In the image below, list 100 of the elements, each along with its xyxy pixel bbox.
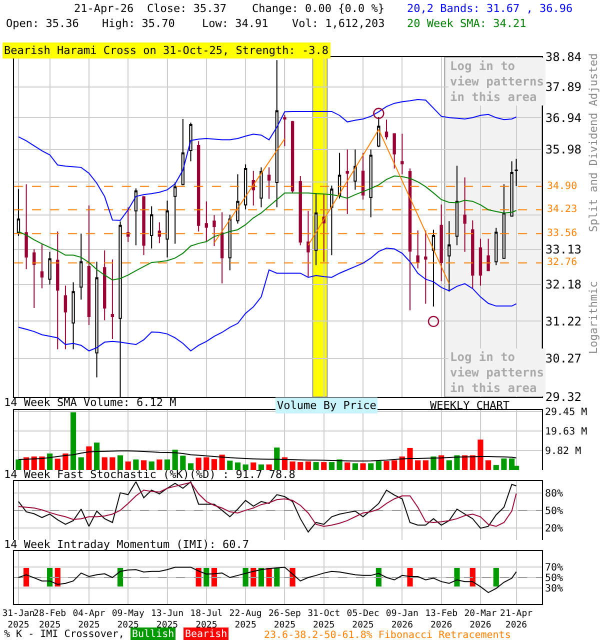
bar bbox=[219, 454, 225, 470]
line-series bbox=[18, 566, 517, 594]
bar bbox=[16, 459, 22, 470]
y-tick-label: 19.63 M bbox=[545, 426, 588, 438]
x-tick-label: 13-Jun 2025 bbox=[150, 608, 184, 630]
candlestick bbox=[346, 148, 349, 215]
candlestick bbox=[322, 193, 326, 262]
x-tick-label: 09-May 2025 bbox=[112, 608, 145, 630]
text: Open: 35.36 bbox=[6, 17, 79, 30]
candlestick bbox=[228, 214, 232, 271]
bar bbox=[376, 461, 382, 470]
candlestick bbox=[440, 204, 443, 282]
candlestick bbox=[275, 60, 278, 208]
x-tick-label: 18-Jul 2025 bbox=[190, 608, 223, 630]
bar bbox=[446, 460, 452, 470]
bar bbox=[486, 460, 492, 470]
candlestick bbox=[196, 140, 200, 232]
candlestick bbox=[478, 238, 482, 286]
bar bbox=[39, 456, 45, 470]
candlestick bbox=[361, 152, 365, 200]
bar bbox=[242, 464, 248, 470]
line-series bbox=[18, 248, 517, 352]
y-tick-label: 70% bbox=[545, 562, 564, 574]
bar bbox=[140, 460, 147, 470]
x-tick-label: 31-Oct 2025 bbox=[308, 608, 340, 630]
bar bbox=[493, 465, 499, 470]
bar bbox=[234, 462, 241, 470]
bar bbox=[156, 459, 162, 470]
bar bbox=[470, 455, 476, 470]
candlestick bbox=[377, 116, 380, 148]
y-axis-title: Split and Dividend Adjusted bbox=[587, 53, 600, 232]
bar bbox=[313, 462, 319, 470]
x-tick-label: 20-Mar 2026 bbox=[464, 608, 498, 630]
bar bbox=[392, 460, 398, 470]
bar bbox=[415, 460, 421, 470]
bar bbox=[368, 463, 374, 470]
candlestick bbox=[173, 182, 177, 244]
x-tick-label: 31-Jan 2025 bbox=[2, 608, 35, 630]
bar bbox=[172, 450, 178, 470]
candlestick bbox=[95, 261, 98, 378]
bar bbox=[204, 457, 210, 470]
bar bbox=[70, 412, 76, 470]
candlestick bbox=[306, 210, 310, 278]
text: High: 35.70 bbox=[102, 17, 175, 30]
chart-title: 14 Week Fast Stochastic (%K)(%D) : 91.7 78.8 bbox=[4, 468, 296, 481]
y-tick-label: 29.32 bbox=[545, 390, 582, 404]
ref-line-label: 34.90 bbox=[547, 181, 578, 192]
candlestick bbox=[338, 152, 342, 200]
bar bbox=[509, 458, 515, 470]
bar bbox=[133, 459, 139, 470]
line-series bbox=[18, 450, 517, 462]
ref-line-label: 34.23 bbox=[547, 204, 578, 215]
candlestick bbox=[494, 227, 498, 266]
candlestick bbox=[455, 165, 459, 246]
x-tick-label: 04-Apr 2025 bbox=[72, 608, 106, 630]
candlestick bbox=[134, 188, 138, 246]
candlestick bbox=[126, 206, 130, 242]
bar bbox=[430, 456, 436, 470]
bar bbox=[478, 440, 484, 470]
y-tick-label: 32.18 bbox=[545, 278, 582, 292]
y-tick-label: 31.22 bbox=[545, 314, 582, 328]
chart-title: 14 Week SMA Volume: 6.12 M bbox=[4, 396, 177, 409]
candlestick bbox=[369, 148, 372, 218]
candlestick bbox=[267, 166, 271, 200]
bar bbox=[298, 462, 304, 470]
x-tick-label: 22-Aug 2025 bbox=[229, 608, 262, 630]
candlestick bbox=[204, 200, 208, 242]
bar bbox=[399, 456, 405, 470]
y-tick-label: 38.84 bbox=[545, 50, 582, 64]
line-series bbox=[18, 175, 517, 280]
text: 20 Week SMA: 34.21 bbox=[407, 17, 526, 30]
y-tick-label: 50% bbox=[545, 573, 564, 584]
bar bbox=[344, 462, 350, 470]
candlestick bbox=[32, 248, 36, 308]
bar bbox=[274, 448, 280, 470]
bar bbox=[321, 462, 327, 470]
x-tick-label: 21-Apr 2026 bbox=[500, 608, 534, 630]
text: Log in to view patterns in this area bbox=[450, 59, 544, 104]
candlestick bbox=[432, 229, 436, 307]
bar bbox=[94, 442, 100, 470]
y-tick-label: 29.45 M bbox=[545, 406, 588, 418]
candlestick bbox=[220, 212, 224, 284]
bar bbox=[290, 461, 296, 470]
candlestick bbox=[80, 233, 83, 300]
bar bbox=[352, 463, 358, 470]
bar bbox=[422, 460, 428, 470]
bar bbox=[211, 459, 218, 470]
candlestick bbox=[72, 282, 75, 350]
bar bbox=[148, 461, 154, 470]
candlestick bbox=[150, 206, 154, 250]
candlestick bbox=[400, 133, 404, 175]
y-tick-label: 80% bbox=[545, 488, 564, 500]
legend-title: % K - IMI Crossover, bbox=[4, 629, 124, 640]
candlestick bbox=[384, 119, 388, 140]
x-tick-label: 13-Feb 2026 bbox=[425, 608, 458, 630]
candlestick bbox=[408, 168, 412, 311]
candlestick bbox=[244, 164, 248, 210]
x-tick-label: 05-Dec 2025 bbox=[346, 608, 380, 630]
bar bbox=[266, 464, 272, 470]
candlestick bbox=[24, 184, 28, 270]
